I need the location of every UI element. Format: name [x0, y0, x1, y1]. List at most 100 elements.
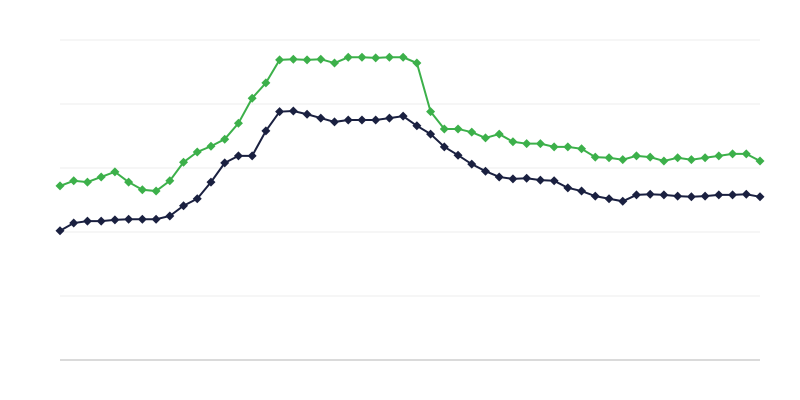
point-marker — [288, 54, 298, 64]
point-marker — [151, 214, 161, 224]
point-marker — [467, 159, 477, 169]
point-marker — [55, 181, 65, 191]
point-marker — [206, 177, 216, 187]
point-marker — [494, 129, 504, 139]
point-marker — [384, 52, 394, 62]
point-marker — [645, 152, 655, 162]
point-marker — [741, 149, 751, 159]
point-marker — [110, 215, 120, 225]
point-marker — [288, 106, 298, 116]
point-marker — [480, 133, 490, 143]
point-marker — [357, 115, 367, 125]
point-marker — [302, 55, 312, 65]
point-marker — [261, 78, 271, 88]
point-marker — [480, 166, 490, 176]
point-marker — [426, 129, 436, 139]
point-marker — [398, 111, 408, 121]
point-marker — [275, 55, 285, 65]
point-marker — [179, 157, 189, 167]
point-marker — [673, 191, 683, 201]
point-marker — [69, 176, 79, 186]
point-marker — [316, 113, 326, 123]
point-marker — [384, 113, 394, 123]
point-marker — [563, 142, 573, 152]
point-marker — [426, 107, 436, 117]
point-marker — [357, 52, 367, 62]
point-marker — [412, 58, 422, 68]
point-marker — [631, 190, 641, 200]
point-marker — [439, 142, 449, 152]
point-marker — [741, 189, 751, 199]
point-marker — [261, 126, 271, 136]
point-marker — [577, 144, 587, 154]
point-marker — [590, 191, 600, 201]
point-marker — [371, 53, 381, 63]
point-marker — [179, 201, 189, 211]
point-marker — [124, 214, 134, 224]
point-marker — [714, 151, 724, 161]
point-marker — [398, 52, 408, 62]
point-marker — [700, 191, 710, 201]
point-marker — [728, 190, 738, 200]
point-marker — [110, 167, 120, 177]
point-marker — [343, 115, 353, 125]
point-marker — [659, 156, 669, 166]
point-marker — [673, 153, 683, 163]
point-marker — [343, 52, 353, 62]
point-marker — [302, 109, 312, 119]
point-marker — [137, 185, 147, 195]
point-marker — [247, 93, 257, 103]
point-marker — [192, 147, 202, 157]
point-marker — [316, 54, 326, 64]
point-marker — [275, 107, 285, 117]
point-marker — [233, 151, 243, 161]
point-marker — [755, 156, 765, 166]
point-marker — [137, 214, 147, 224]
point-marker — [55, 226, 65, 236]
point-marker — [82, 216, 92, 226]
point-marker — [686, 155, 696, 165]
point-marker — [535, 139, 545, 149]
series-line — [59, 56, 761, 193]
point-marker — [247, 151, 257, 161]
point-marker — [192, 194, 202, 204]
point-marker — [330, 117, 340, 127]
point-marker — [82, 177, 92, 187]
point-marker — [700, 153, 710, 163]
point-marker — [165, 211, 175, 221]
point-marker — [124, 177, 134, 187]
point-marker — [549, 142, 559, 152]
point-marker — [549, 176, 559, 186]
point-marker — [686, 192, 696, 202]
point-marker — [453, 150, 463, 160]
point-marker — [618, 155, 628, 165]
point-marker — [535, 175, 545, 185]
point-marker — [604, 194, 614, 204]
point-marker — [522, 173, 532, 183]
point-marker — [508, 137, 518, 147]
point-marker — [220, 134, 230, 144]
point-marker — [563, 183, 573, 193]
point-marker — [412, 121, 422, 131]
point-marker — [96, 172, 106, 182]
point-marker — [220, 158, 230, 168]
point-marker — [590, 152, 600, 162]
point-marker — [330, 58, 340, 68]
point-marker — [467, 127, 477, 137]
point-marker — [577, 186, 587, 196]
point-marker — [233, 118, 243, 128]
point-marker — [522, 139, 532, 149]
point-marker — [371, 115, 381, 125]
point-marker — [165, 176, 175, 186]
point-marker — [659, 190, 669, 200]
point-marker — [728, 149, 738, 159]
series-line — [59, 110, 761, 232]
point-marker — [69, 218, 79, 228]
point-marker — [494, 172, 504, 182]
point-marker — [206, 141, 216, 151]
point-marker — [439, 124, 449, 134]
point-marker — [618, 196, 628, 206]
point-marker — [631, 151, 641, 161]
